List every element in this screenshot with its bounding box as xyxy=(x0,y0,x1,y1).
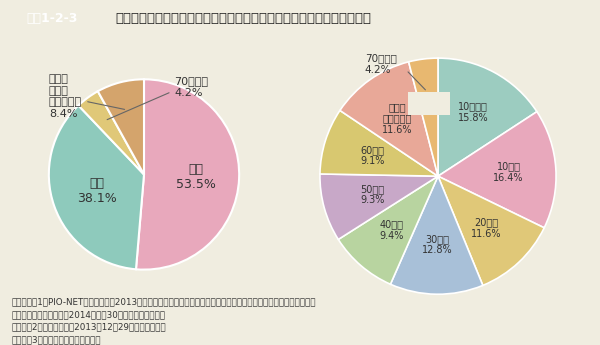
Text: 70歳以上
4.2%: 70歳以上 4.2% xyxy=(414,93,444,114)
Wedge shape xyxy=(391,176,483,294)
Text: 図表1-2-3: 図表1-2-3 xyxy=(27,12,78,24)
Text: 60歳代
9.1%: 60歳代 9.1% xyxy=(361,145,385,166)
Text: 女性
53.5%: 女性 53.5% xyxy=(176,163,216,191)
Wedge shape xyxy=(79,91,144,175)
Text: （備考）、1．PIO-NETに登録された2013年度の「アクリフーズ」の「冷凍調理食品」に関する消費生活相談情報（危
　　　　　　害情報）（2014年４月30日: （備考）、1．PIO-NETに登録された2013年度の「アクリフーズ」の「冷凍調… xyxy=(12,298,317,344)
Wedge shape xyxy=(136,79,239,270)
Wedge shape xyxy=(438,176,544,285)
Wedge shape xyxy=(438,58,537,176)
Text: 30歳代
12.8%: 30歳代 12.8% xyxy=(422,234,452,255)
Text: 70歳以上
4.2%: 70歳以上 4.2% xyxy=(365,53,397,75)
Text: 70歳以上
4.2%: 70歳以上 4.2% xyxy=(175,76,208,98)
Text: 20歳代
11.6%: 20歳代 11.6% xyxy=(471,217,502,239)
Text: 不明、
無回答
（未入力）
8.4%: 不明、 無回答 （未入力） 8.4% xyxy=(49,74,82,119)
Wedge shape xyxy=(438,112,556,228)
FancyBboxPatch shape xyxy=(407,92,450,115)
Wedge shape xyxy=(320,174,438,239)
Text: 50歳代
9.3%: 50歳代 9.3% xyxy=(360,184,384,206)
Wedge shape xyxy=(338,176,438,284)
Text: 無回答
（未入力）
11.6%: 無回答 （未入力） 11.6% xyxy=(382,102,412,135)
Text: 10歳未満
15.8%: 10歳未満 15.8% xyxy=(458,101,488,122)
Text: 40歳代
9.4%: 40歳代 9.4% xyxy=(380,219,404,241)
Wedge shape xyxy=(49,106,144,269)
Wedge shape xyxy=(320,110,438,176)
Text: 10歳代
16.4%: 10歳代 16.4% xyxy=(493,161,524,183)
Wedge shape xyxy=(340,62,438,176)
Wedge shape xyxy=(409,58,438,176)
Wedge shape xyxy=(98,79,144,175)
Text: 男性
38.1%: 男性 38.1% xyxy=(77,177,117,205)
Text: 「アクリフーズ」の「冷凍調理食品」は、幅広い層が危害を訴えている: 「アクリフーズ」の「冷凍調理食品」は、幅広い層が危害を訴えている xyxy=(115,12,371,24)
